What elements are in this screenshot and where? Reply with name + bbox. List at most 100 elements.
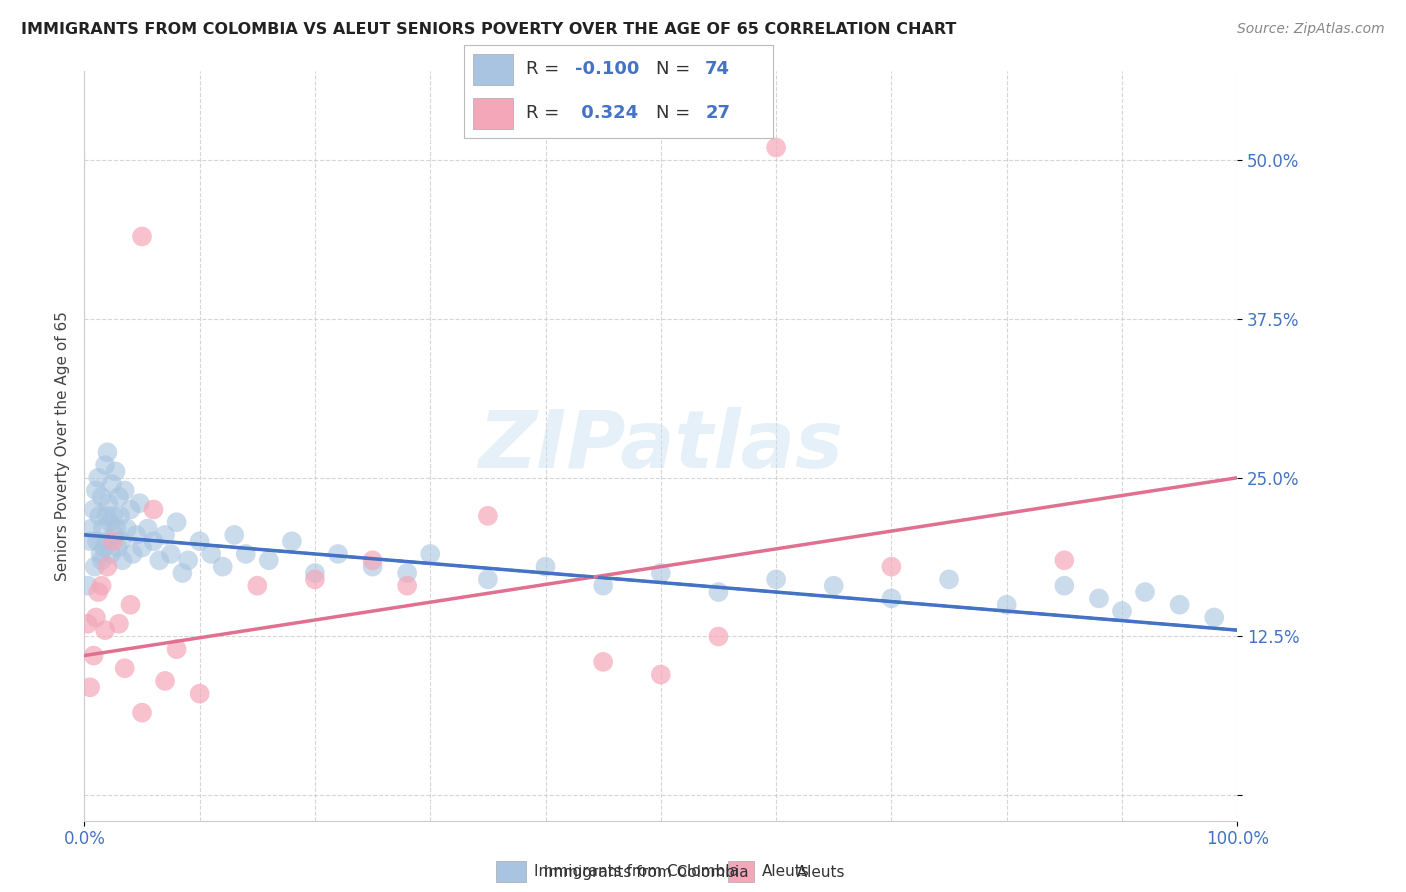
Point xyxy=(1088,591,1111,606)
Point xyxy=(120,598,142,612)
Point xyxy=(103,534,124,549)
Point xyxy=(87,471,110,485)
Point xyxy=(90,490,112,504)
Point xyxy=(396,579,419,593)
Point xyxy=(257,553,280,567)
Point xyxy=(592,579,614,593)
Point xyxy=(166,642,188,657)
Point xyxy=(304,566,326,580)
Point xyxy=(160,547,183,561)
Point xyxy=(765,572,787,586)
Text: R =: R = xyxy=(526,60,565,78)
Point xyxy=(114,483,136,498)
Point xyxy=(224,528,246,542)
Y-axis label: Seniors Poverty Over the Age of 65: Seniors Poverty Over the Age of 65 xyxy=(55,311,70,581)
Point xyxy=(83,502,105,516)
Point xyxy=(93,541,115,555)
Point xyxy=(115,522,138,536)
Point xyxy=(477,508,499,523)
Point xyxy=(235,547,257,561)
Point xyxy=(97,496,120,510)
Text: N =: N = xyxy=(655,60,696,78)
Point xyxy=(131,229,153,244)
FancyBboxPatch shape xyxy=(474,98,513,129)
Point xyxy=(96,534,118,549)
Point xyxy=(534,559,557,574)
Point xyxy=(707,630,730,644)
Text: 27: 27 xyxy=(706,104,730,122)
Point xyxy=(304,572,326,586)
Point xyxy=(84,483,107,498)
Point xyxy=(1204,610,1226,624)
Point xyxy=(211,559,233,574)
Point xyxy=(90,553,112,567)
Point xyxy=(104,464,127,478)
Point xyxy=(326,547,349,561)
Point xyxy=(765,140,787,154)
Point xyxy=(823,579,845,593)
Text: Immigrants from Colombia: Immigrants from Colombia xyxy=(534,864,740,879)
Point xyxy=(98,515,121,529)
Point xyxy=(76,616,98,631)
Point xyxy=(1111,604,1133,618)
Point xyxy=(477,572,499,586)
Point xyxy=(148,553,170,567)
Point xyxy=(79,534,101,549)
Text: IMMIGRANTS FROM COLOMBIA VS ALEUT SENIORS POVERTY OVER THE AGE OF 65 CORRELATION: IMMIGRANTS FROM COLOMBIA VS ALEUT SENIOR… xyxy=(21,22,956,37)
Point xyxy=(94,458,117,472)
Point xyxy=(361,559,384,574)
Point xyxy=(83,648,105,663)
Point xyxy=(110,534,132,549)
Point xyxy=(166,515,188,529)
Point xyxy=(114,661,136,675)
Point xyxy=(880,559,903,574)
Point xyxy=(592,655,614,669)
Point xyxy=(76,579,98,593)
Point xyxy=(650,566,672,580)
Point xyxy=(83,559,105,574)
Point xyxy=(103,528,125,542)
Point xyxy=(84,610,107,624)
Point xyxy=(96,445,118,459)
Point xyxy=(111,553,134,567)
Text: N =: N = xyxy=(655,104,696,122)
Text: Immigrants from Colombia: Immigrants from Colombia xyxy=(534,865,749,880)
Point xyxy=(281,534,304,549)
Text: ZIPatlas: ZIPatlas xyxy=(478,407,844,485)
Point xyxy=(89,508,111,523)
Point xyxy=(131,706,153,720)
Point xyxy=(108,616,131,631)
Text: R =: R = xyxy=(526,104,565,122)
Point xyxy=(101,477,124,491)
Point xyxy=(1053,579,1076,593)
Point xyxy=(103,508,124,523)
Point xyxy=(361,553,384,567)
Point xyxy=(419,547,441,561)
Point xyxy=(153,673,176,688)
Point xyxy=(1053,553,1076,567)
Point xyxy=(880,591,903,606)
Point xyxy=(142,534,165,549)
Text: -0.100: -0.100 xyxy=(575,60,640,78)
Point xyxy=(650,667,672,681)
Point xyxy=(142,502,165,516)
Point xyxy=(1133,585,1156,599)
Point xyxy=(96,508,118,523)
Point xyxy=(995,598,1018,612)
Point xyxy=(107,541,129,555)
Point xyxy=(100,547,122,561)
Text: Aleuts: Aleuts xyxy=(762,864,810,879)
Point xyxy=(80,522,103,536)
Point xyxy=(96,559,118,574)
Point xyxy=(246,579,269,593)
FancyBboxPatch shape xyxy=(728,861,754,882)
Point xyxy=(131,541,153,555)
Point xyxy=(153,528,176,542)
Point xyxy=(136,522,159,536)
Point xyxy=(91,522,114,536)
Point xyxy=(396,566,419,580)
Point xyxy=(188,534,211,549)
Point xyxy=(938,572,960,586)
Point xyxy=(87,585,110,599)
Point xyxy=(105,522,128,536)
